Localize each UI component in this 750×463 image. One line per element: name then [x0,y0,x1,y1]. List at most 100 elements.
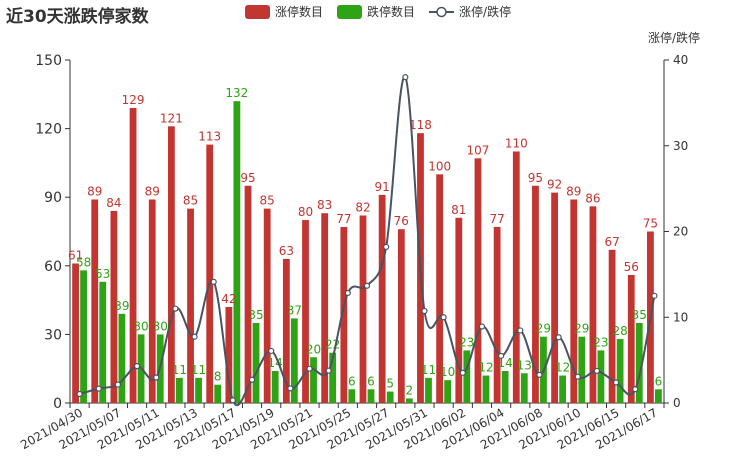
data-label-limit-up: 92 [547,178,562,192]
bar-limit-up [225,306,233,403]
bar-limit-down [386,391,394,403]
bar-limit-down [482,375,490,403]
data-label-limit-up: 61 [68,249,83,263]
data-label-limit-up: 129 [122,93,145,107]
data-label-limit-down: 132 [225,86,248,100]
ratio-point [478,323,486,330]
ratio-point [574,373,581,380]
bar-limit-down [655,389,662,403]
data-label-limit-up: 85 [260,194,275,208]
data-label-limit-up: 89 [87,184,102,198]
bar-limit-up [321,213,329,403]
data-label-limit-up: 84 [106,196,121,210]
y-right-tick-label: 20 [673,225,688,239]
bar-limit-down [118,313,126,403]
ratio-point [114,381,122,388]
ratio-point [555,334,562,341]
bar-limit-up [263,208,271,403]
data-label-limit-down: 10 [440,365,455,379]
data-label-limit-down: 23 [459,335,474,349]
bar-limit-up [455,217,463,403]
bar-limit-up [512,151,520,403]
data-label-limit-down: 12 [478,361,493,375]
bar-limit-up [187,208,194,403]
ratio-point [363,282,371,289]
data-label-limit-up: 63 [279,244,294,258]
ratio-point [498,352,505,359]
data-label-limit-down: 58 [76,255,91,269]
data-label-limit-up: 89 [566,184,581,198]
data-label-limit-down: 37 [287,303,302,317]
bar-limit-up [532,185,539,403]
legend-item-ratio[interactable]: 涨停/跌停 [429,3,511,20]
data-label-limit-down: 29 [536,322,551,336]
ratio-point [133,363,141,370]
data-label-limit-down: 35 [248,308,263,322]
bar-limit-up [589,206,597,403]
data-label-limit-up: 77 [336,212,351,226]
ratio-point [344,289,351,297]
data-label-limit-up: 107 [467,143,490,157]
bar-limit-down [367,389,375,403]
bar-limit-down [444,380,452,403]
bar-limit-up [551,192,559,403]
data-label-limit-down: 35 [632,308,647,322]
bar-limit-down [233,101,241,403]
bar-limit-up [493,226,501,403]
bar-limit-up [627,274,635,403]
bar-limit-up [282,258,290,403]
data-label-limit-down: 30 [153,319,168,333]
y-left-tick-label: 30 [44,327,62,343]
ratio-point [172,305,179,312]
bar-limit-down [310,357,317,403]
bar-limit-up [206,144,214,403]
data-label-limit-up: 100 [428,159,451,173]
ratio-point [421,307,428,315]
y-left-tick-label: 0 [53,396,62,412]
data-label-limit-up: 75 [643,217,658,231]
data-label-limit-up: 95 [528,171,543,185]
data-label-limit-down: 20 [306,342,321,356]
bar-limit-up [570,199,578,403]
bar-limit-up [378,194,386,403]
bar-limit-up [436,174,444,403]
data-label-limit-down: 29 [574,322,589,336]
data-label-limit-up: 89 [145,184,160,198]
data-label-limit-down: 6 [367,374,375,388]
bar-limit-down [290,318,298,403]
ratio-point [248,376,256,383]
ratio-point [325,367,332,374]
bar-limit-down [348,389,356,403]
data-label-limit-down: 11 [191,363,206,377]
legend-item-limit-down[interactable]: 跌停数目 [337,3,415,20]
data-label-limit-up: 91 [375,180,390,194]
ratio-point [402,74,409,81]
ratio-point [383,243,390,251]
y-left-tick-label: 120 [35,122,62,138]
data-label-limit-up: 42 [221,292,236,306]
data-label-limit-up: 82 [355,200,370,214]
bar-limit-up [91,199,99,403]
bar-limit-up [608,249,616,403]
bar-limit-up [167,126,175,404]
data-label-limit-down: 5 [386,377,394,391]
data-label-limit-down: 13 [517,358,532,372]
ratio-point [191,333,198,340]
bar-limit-down [252,322,260,403]
bar-limit-down [425,377,432,403]
data-label-limit-down: 22 [325,338,340,352]
data-label-limit-up: 121 [160,111,183,125]
ratio-point [210,278,217,285]
y-left-tick-label: 60 [44,259,62,275]
data-label-limit-up: 118 [409,118,432,132]
bar-limit-up [397,229,405,403]
bar-limit-up [340,226,348,403]
data-label-limit-down: 11 [421,363,436,377]
legend-label-limit-up: 涨停数目 [275,5,324,19]
bar-limit-down [99,281,107,403]
data-label-limit-down: 8 [214,370,222,384]
ratio-point [612,379,620,386]
bar-limit-down [520,373,528,403]
bar-limit-up [244,185,252,403]
legend-item-limit-up[interactable]: 涨停数目 [245,3,323,20]
